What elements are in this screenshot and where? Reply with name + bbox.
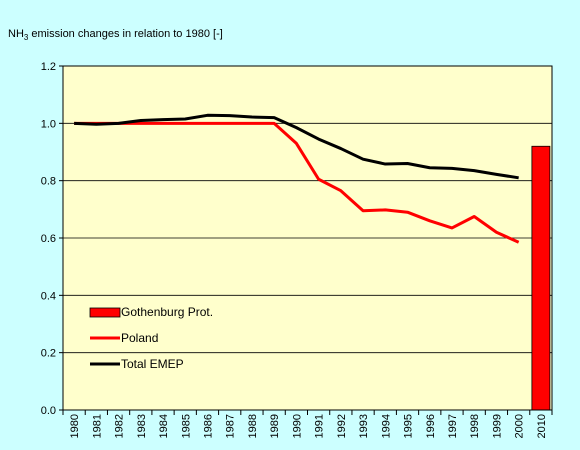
x-tick-label: 1993 bbox=[358, 414, 370, 438]
x-tick-label: 1999 bbox=[491, 414, 503, 438]
bar bbox=[531, 145, 551, 411]
x-tick-label: 1995 bbox=[403, 414, 415, 438]
legend-label: Poland bbox=[121, 331, 158, 345]
x-tick-label: 2010 bbox=[536, 414, 548, 438]
x-tick-label: 1994 bbox=[380, 414, 392, 438]
x-tick-label: 1997 bbox=[447, 414, 459, 438]
plot-border bbox=[62, 65, 553, 411]
x-tick-label: 1998 bbox=[469, 414, 481, 438]
x-tick-label: 1991 bbox=[314, 414, 326, 438]
x-tick-label: 2000 bbox=[514, 414, 526, 438]
x-tick-label: 1996 bbox=[425, 414, 437, 438]
legend-label: Gothenburg Prot. bbox=[121, 305, 213, 319]
x-tick-label: 1986 bbox=[202, 414, 214, 438]
y-tick-label: 1.2 bbox=[41, 61, 56, 73]
x-tick-label: 1988 bbox=[247, 414, 259, 438]
chart-title: NH3 emission changes in relation to 1980… bbox=[8, 28, 223, 42]
y-tick-label: 0.2 bbox=[41, 348, 56, 360]
y-tick-label: 0.0 bbox=[41, 405, 56, 417]
title-part: emission changes in relation to 1980 [-] bbox=[28, 28, 222, 40]
x-tick-label: 1992 bbox=[336, 414, 348, 438]
y-tick-label: 0.6 bbox=[41, 233, 56, 245]
legend-swatch bbox=[89, 307, 121, 318]
x-tick-label: 1985 bbox=[180, 414, 192, 438]
y-tick-label: 1.0 bbox=[41, 118, 56, 130]
x-tick-label: 1981 bbox=[91, 414, 103, 438]
x-tick-label: 1987 bbox=[225, 414, 237, 438]
title-part: NH bbox=[8, 28, 24, 40]
x-tick-label: 1983 bbox=[136, 414, 148, 438]
legend-label: Total EMEP bbox=[121, 357, 184, 371]
line bbox=[74, 113, 519, 180]
y-tick-label: 0.8 bbox=[41, 176, 56, 188]
line bbox=[74, 121, 520, 244]
x-tick-label: 1989 bbox=[269, 414, 281, 438]
x-tick-label: 1990 bbox=[291, 414, 303, 438]
x-tick-label: 1980 bbox=[69, 414, 81, 438]
y-tick-label: 0.4 bbox=[41, 290, 56, 302]
x-tick-label: 1982 bbox=[114, 414, 126, 438]
title-subscript: 3 bbox=[24, 33, 29, 42]
x-tick-label: 1984 bbox=[158, 414, 170, 438]
